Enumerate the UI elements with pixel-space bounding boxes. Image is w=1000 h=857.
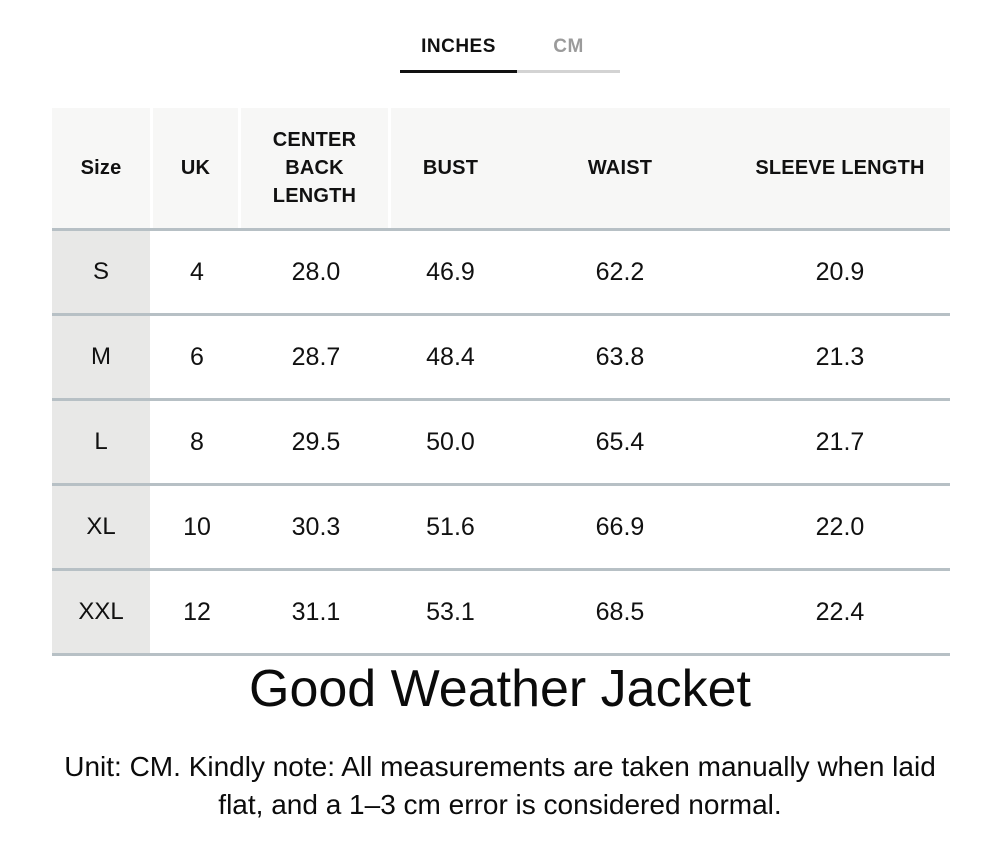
column-header-waist: WAIST <box>510 108 730 228</box>
column-header-waist-label: WAIST <box>587 157 653 179</box>
cell-sleeve-length: 21.7 <box>730 401 950 483</box>
measurement-note-line-1: Unit: CM. Kindly note: All measurements … <box>64 751 936 782</box>
measurement-note: Unit: CM. Kindly note: All measurements … <box>0 748 1000 824</box>
cell-sleeve-length: 22.4 <box>730 571 950 653</box>
tab-inches-label: INCHES <box>421 36 496 57</box>
cell-size: S <box>52 231 153 313</box>
table-row-l: L 8 29.5 50.0 65.4 21.7 <box>52 398 950 483</box>
column-header-bust: BUST <box>391 108 510 228</box>
column-header-sleeve-length: SLEEVE LENGTH <box>730 108 950 228</box>
column-header-size: Size <box>52 108 153 228</box>
cell-center-back-length: 31.1 <box>241 571 391 653</box>
cell-center-back-length: 28.0 <box>241 231 391 313</box>
table-header-row: Size UK CENTER BACK LENGTH BUST WAIST SL… <box>52 108 950 228</box>
column-header-center-back-length-label: CENTER BACK LENGTH <box>272 129 357 207</box>
column-header-size-label: Size <box>80 157 122 179</box>
cell-size: L <box>52 401 153 483</box>
cell-center-back-length: 30.3 <box>241 486 391 568</box>
cell-uk: 4 <box>153 231 241 313</box>
table-row-s: S 4 28.0 46.9 62.2 20.9 <box>52 228 950 313</box>
column-header-sleeve-length-label: SLEEVE LENGTH <box>755 157 925 179</box>
column-header-center-back-length: CENTER BACK LENGTH <box>241 108 391 228</box>
cell-waist: 65.4 <box>510 401 730 483</box>
cell-waist: 66.9 <box>510 486 730 568</box>
cell-size: M <box>52 316 153 398</box>
tab-cm[interactable]: CM <box>517 36 620 73</box>
cell-size: XXL <box>52 571 153 653</box>
cell-uk: 12 <box>153 571 241 653</box>
unit-tabs: INCHES CM <box>400 36 620 73</box>
size-chart-table: Size UK CENTER BACK LENGTH BUST WAIST SL… <box>52 108 950 656</box>
cell-uk: 6 <box>153 316 241 398</box>
cell-bust: 50.0 <box>391 401 510 483</box>
column-header-uk-label: UK <box>180 157 211 179</box>
tab-cm-label: CM <box>553 36 584 57</box>
cell-size: XL <box>52 486 153 568</box>
cell-bust: 46.9 <box>391 231 510 313</box>
table-row-m: M 6 28.7 48.4 63.8 21.3 <box>52 313 950 398</box>
table-body: S 4 28.0 46.9 62.2 20.9 M 6 28.7 48.4 63… <box>52 228 950 656</box>
cell-uk: 10 <box>153 486 241 568</box>
column-header-bust-label: BUST <box>422 157 479 179</box>
cell-bust: 53.1 <box>391 571 510 653</box>
cell-center-back-length: 28.7 <box>241 316 391 398</box>
cell-uk: 8 <box>153 401 241 483</box>
cell-sleeve-length: 22.0 <box>730 486 950 568</box>
cell-center-back-length: 29.5 <box>241 401 391 483</box>
measurement-note-line-2: flat, and a 1–3 cm error is considered n… <box>218 789 782 820</box>
product-title: Good Weather Jacket <box>249 660 751 718</box>
tab-inches[interactable]: INCHES <box>400 36 517 73</box>
table-row-xl: XL 10 30.3 51.6 66.9 22.0 <box>52 483 950 568</box>
cell-waist: 68.5 <box>510 571 730 653</box>
cell-sleeve-length: 21.3 <box>730 316 950 398</box>
cell-sleeve-length: 20.9 <box>730 231 950 313</box>
cell-bust: 48.4 <box>391 316 510 398</box>
table-row-xxl: XXL 12 31.1 53.1 68.5 22.4 <box>52 568 950 653</box>
column-header-uk: UK <box>153 108 241 228</box>
cell-waist: 63.8 <box>510 316 730 398</box>
cell-waist: 62.2 <box>510 231 730 313</box>
cell-bust: 51.6 <box>391 486 510 568</box>
